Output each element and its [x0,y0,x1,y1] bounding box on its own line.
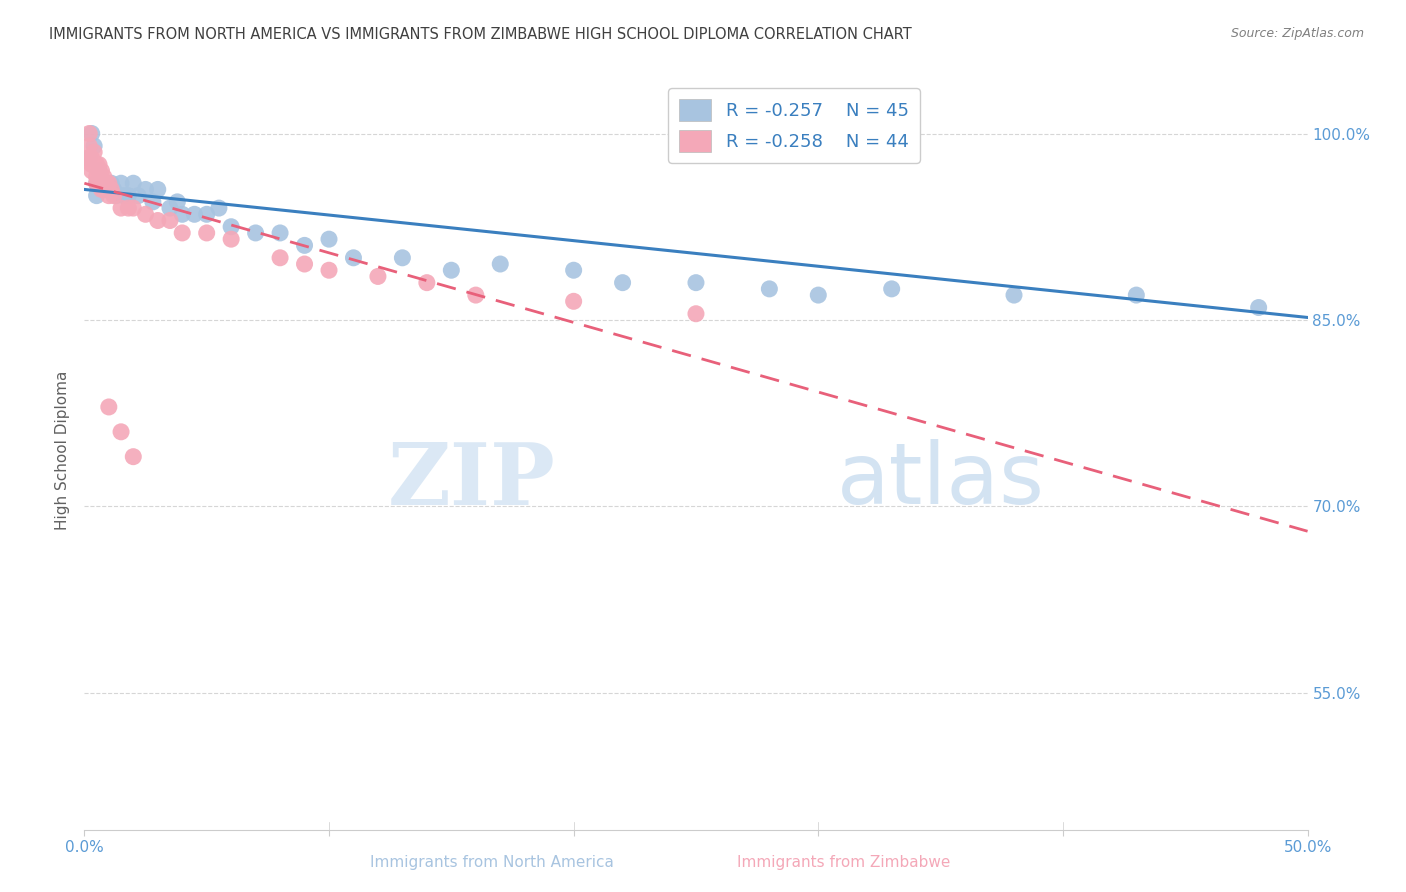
Point [112,188,135,202]
Point [93,182,115,196]
Point [103,182,125,196]
Point [86,188,108,202]
Text: Immigrants from North America: Immigrants from North America [370,855,614,870]
Point [96,176,118,190]
Point [90,176,112,190]
Point [83,158,105,172]
Point [97,176,120,190]
Point [80,158,103,172]
Point [76,152,98,166]
Point [142,194,165,209]
Point [367,269,389,284]
Point [122,201,145,215]
Point [96,182,118,196]
Point [440,263,463,277]
Point [86,169,108,184]
Point [758,282,780,296]
Point [172,226,194,240]
Point [122,176,145,190]
Point [90,176,112,190]
Point [80,152,103,166]
Point [219,232,242,246]
Point [1247,301,1270,315]
Point [87,158,110,172]
Point [1125,288,1147,302]
Point [166,194,188,209]
Point [562,263,585,277]
Legend: R = -0.257    N = 45, R = -0.258    N = 44: R = -0.257 N = 45, R = -0.258 N = 44 [668,88,920,162]
Point [318,263,340,277]
Point [87,169,110,184]
Point [83,139,105,153]
Point [103,188,125,202]
Point [86,158,108,172]
Point [195,226,218,240]
Point [93,182,115,196]
Point [342,251,364,265]
Point [135,182,157,196]
Point [122,450,145,464]
Point [245,226,267,240]
Point [77,139,100,153]
Point [183,207,205,221]
Point [391,251,413,265]
Point [685,276,707,290]
Point [86,176,108,190]
Point [87,163,110,178]
Point [685,307,707,321]
Point [100,182,122,196]
Point [127,188,149,202]
Point [117,201,139,215]
Point [464,288,486,302]
Point [807,288,830,302]
Point [146,182,169,196]
Point [195,207,218,221]
Point [880,282,903,296]
Point [77,127,100,141]
Y-axis label: High School Diploma: High School Diploma [55,371,70,530]
Text: Immigrants from Zimbabwe: Immigrants from Zimbabwe [737,855,950,870]
Point [562,294,585,309]
Point [489,257,512,271]
Point [80,163,103,178]
Text: Source: ZipAtlas.com: Source: ZipAtlas.com [1230,27,1364,40]
Point [269,226,291,240]
Point [80,127,103,141]
Text: atlas: atlas [837,439,1045,523]
Point [97,182,120,196]
Point [1002,288,1025,302]
Point [77,152,100,166]
Point [90,163,112,178]
Text: IMMIGRANTS FROM NORTH AMERICA VS IMMIGRANTS FROM ZIMBABWE HIGH SCHOOL DIPLOMA CO: IMMIGRANTS FROM NORTH AMERICA VS IMMIGRA… [49,27,912,42]
Point [110,425,132,439]
Point [135,207,157,221]
Text: ZIP: ZIP [388,439,555,523]
Point [93,169,115,184]
Point [269,251,291,265]
Point [146,213,169,227]
Point [86,176,108,190]
Point [100,176,122,190]
Point [117,188,139,202]
Point [97,188,120,202]
Point [97,400,120,414]
Point [208,201,231,215]
Point [83,145,105,160]
Point [318,232,340,246]
Point [612,276,634,290]
Point [294,238,316,252]
Point [416,276,439,290]
Point [172,207,194,221]
Point [90,182,112,196]
Point [110,176,132,190]
Point [105,188,128,202]
Point [110,201,132,215]
Point [159,213,181,227]
Point [159,201,181,215]
Point [96,176,118,190]
Point [219,219,242,234]
Point [294,257,316,271]
